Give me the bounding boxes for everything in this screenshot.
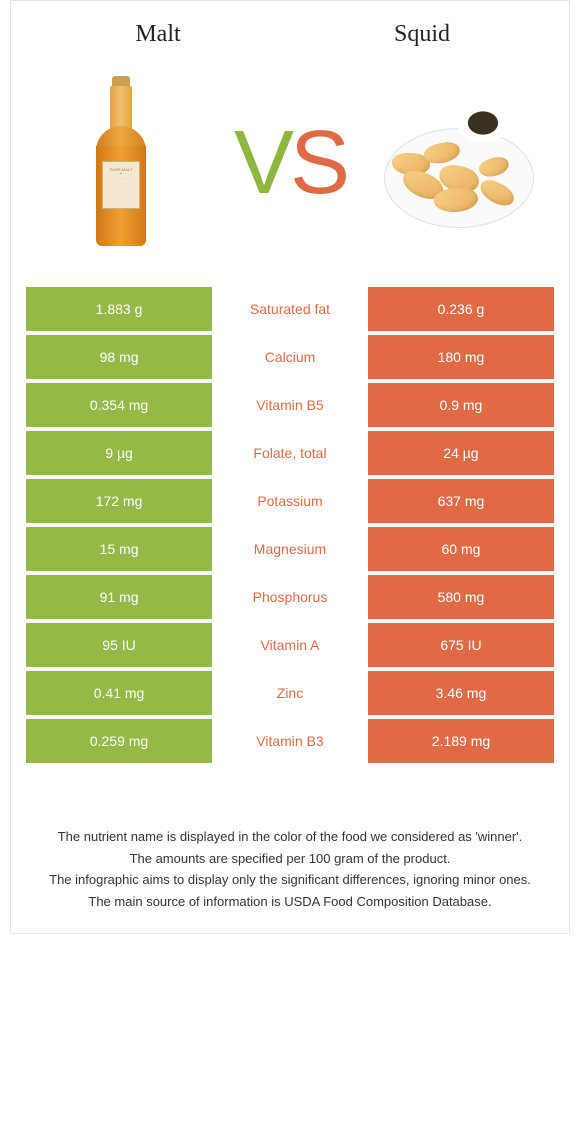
- nutrient-label: Vitamin A: [216, 623, 364, 667]
- table-row: 15 mgMagnesium60 mg: [26, 527, 554, 571]
- table-row: 1.883 gSaturated fat0.236 g: [26, 287, 554, 331]
- value-a: 0.259 mg: [26, 719, 216, 763]
- malt-bottle-icon: PURE MALT━· · ·: [91, 76, 151, 251]
- table-row: 172 mgPotassium637 mg: [26, 479, 554, 523]
- food-a-title: Malt: [26, 21, 290, 48]
- value-b: 180 mg: [364, 335, 554, 379]
- value-a: 0.41 mg: [26, 671, 216, 715]
- value-b: 0.236 g: [364, 287, 554, 331]
- value-b: 24 µg: [364, 431, 554, 475]
- nutrient-label: Folate, total: [216, 431, 364, 475]
- nutrient-label: Magnesium: [216, 527, 364, 571]
- nutrient-label: Saturated fat: [216, 287, 364, 331]
- nutrient-label: Phosphorus: [216, 575, 364, 619]
- value-b: 0.9 mg: [364, 383, 554, 427]
- value-a: 95 IU: [26, 623, 216, 667]
- footnote-line: The amounts are specified per 100 gram o…: [36, 849, 544, 869]
- value-a: 0.354 mg: [26, 383, 216, 427]
- nutrient-table: 1.883 gSaturated fat0.236 g98 mgCalcium1…: [26, 283, 554, 767]
- value-a: 91 mg: [26, 575, 216, 619]
- table-row: 98 mgCalcium180 mg: [26, 335, 554, 379]
- header-row: Malt Squid: [26, 11, 554, 68]
- infographic-card: Malt Squid PURE MALT━· · · VS: [10, 0, 570, 934]
- table-row: 0.259 mgVitamin B32.189 mg: [26, 719, 554, 763]
- vs-label: VS: [234, 112, 346, 215]
- table-row: 0.41 mgZinc3.46 mg: [26, 671, 554, 715]
- vs-s: S: [290, 113, 346, 213]
- vs-v: V: [234, 113, 290, 213]
- food-a-image: PURE MALT━· · ·: [46, 68, 196, 258]
- food-b-image: [384, 68, 534, 258]
- table-row: 95 IUVitamin A675 IU: [26, 623, 554, 667]
- value-b: 637 mg: [364, 479, 554, 523]
- table-row: 0.354 mgVitamin B50.9 mg: [26, 383, 554, 427]
- footnote-line: The main source of information is USDA F…: [36, 892, 544, 912]
- image-row: PURE MALT━· · · VS: [26, 68, 554, 283]
- food-b-title: Squid: [290, 21, 554, 48]
- value-b: 580 mg: [364, 575, 554, 619]
- value-a: 9 µg: [26, 431, 216, 475]
- footnotes: The nutrient name is displayed in the co…: [26, 767, 554, 911]
- table-row: 9 µgFolate, total24 µg: [26, 431, 554, 475]
- value-b: 2.189 mg: [364, 719, 554, 763]
- nutrient-label: Vitamin B5: [216, 383, 364, 427]
- footnote-line: The nutrient name is displayed in the co…: [36, 827, 544, 847]
- table-row: 91 mgPhosphorus580 mg: [26, 575, 554, 619]
- footnote-line: The infographic aims to display only the…: [36, 870, 544, 890]
- nutrient-label: Vitamin B3: [216, 719, 364, 763]
- value-a: 1.883 g: [26, 287, 216, 331]
- nutrient-label: Zinc: [216, 671, 364, 715]
- squid-plate-icon: [384, 98, 534, 228]
- value-a: 15 mg: [26, 527, 216, 571]
- value-b: 3.46 mg: [364, 671, 554, 715]
- value-a: 172 mg: [26, 479, 216, 523]
- value-a: 98 mg: [26, 335, 216, 379]
- value-b: 675 IU: [364, 623, 554, 667]
- nutrient-label: Calcium: [216, 335, 364, 379]
- value-b: 60 mg: [364, 527, 554, 571]
- nutrient-label: Potassium: [216, 479, 364, 523]
